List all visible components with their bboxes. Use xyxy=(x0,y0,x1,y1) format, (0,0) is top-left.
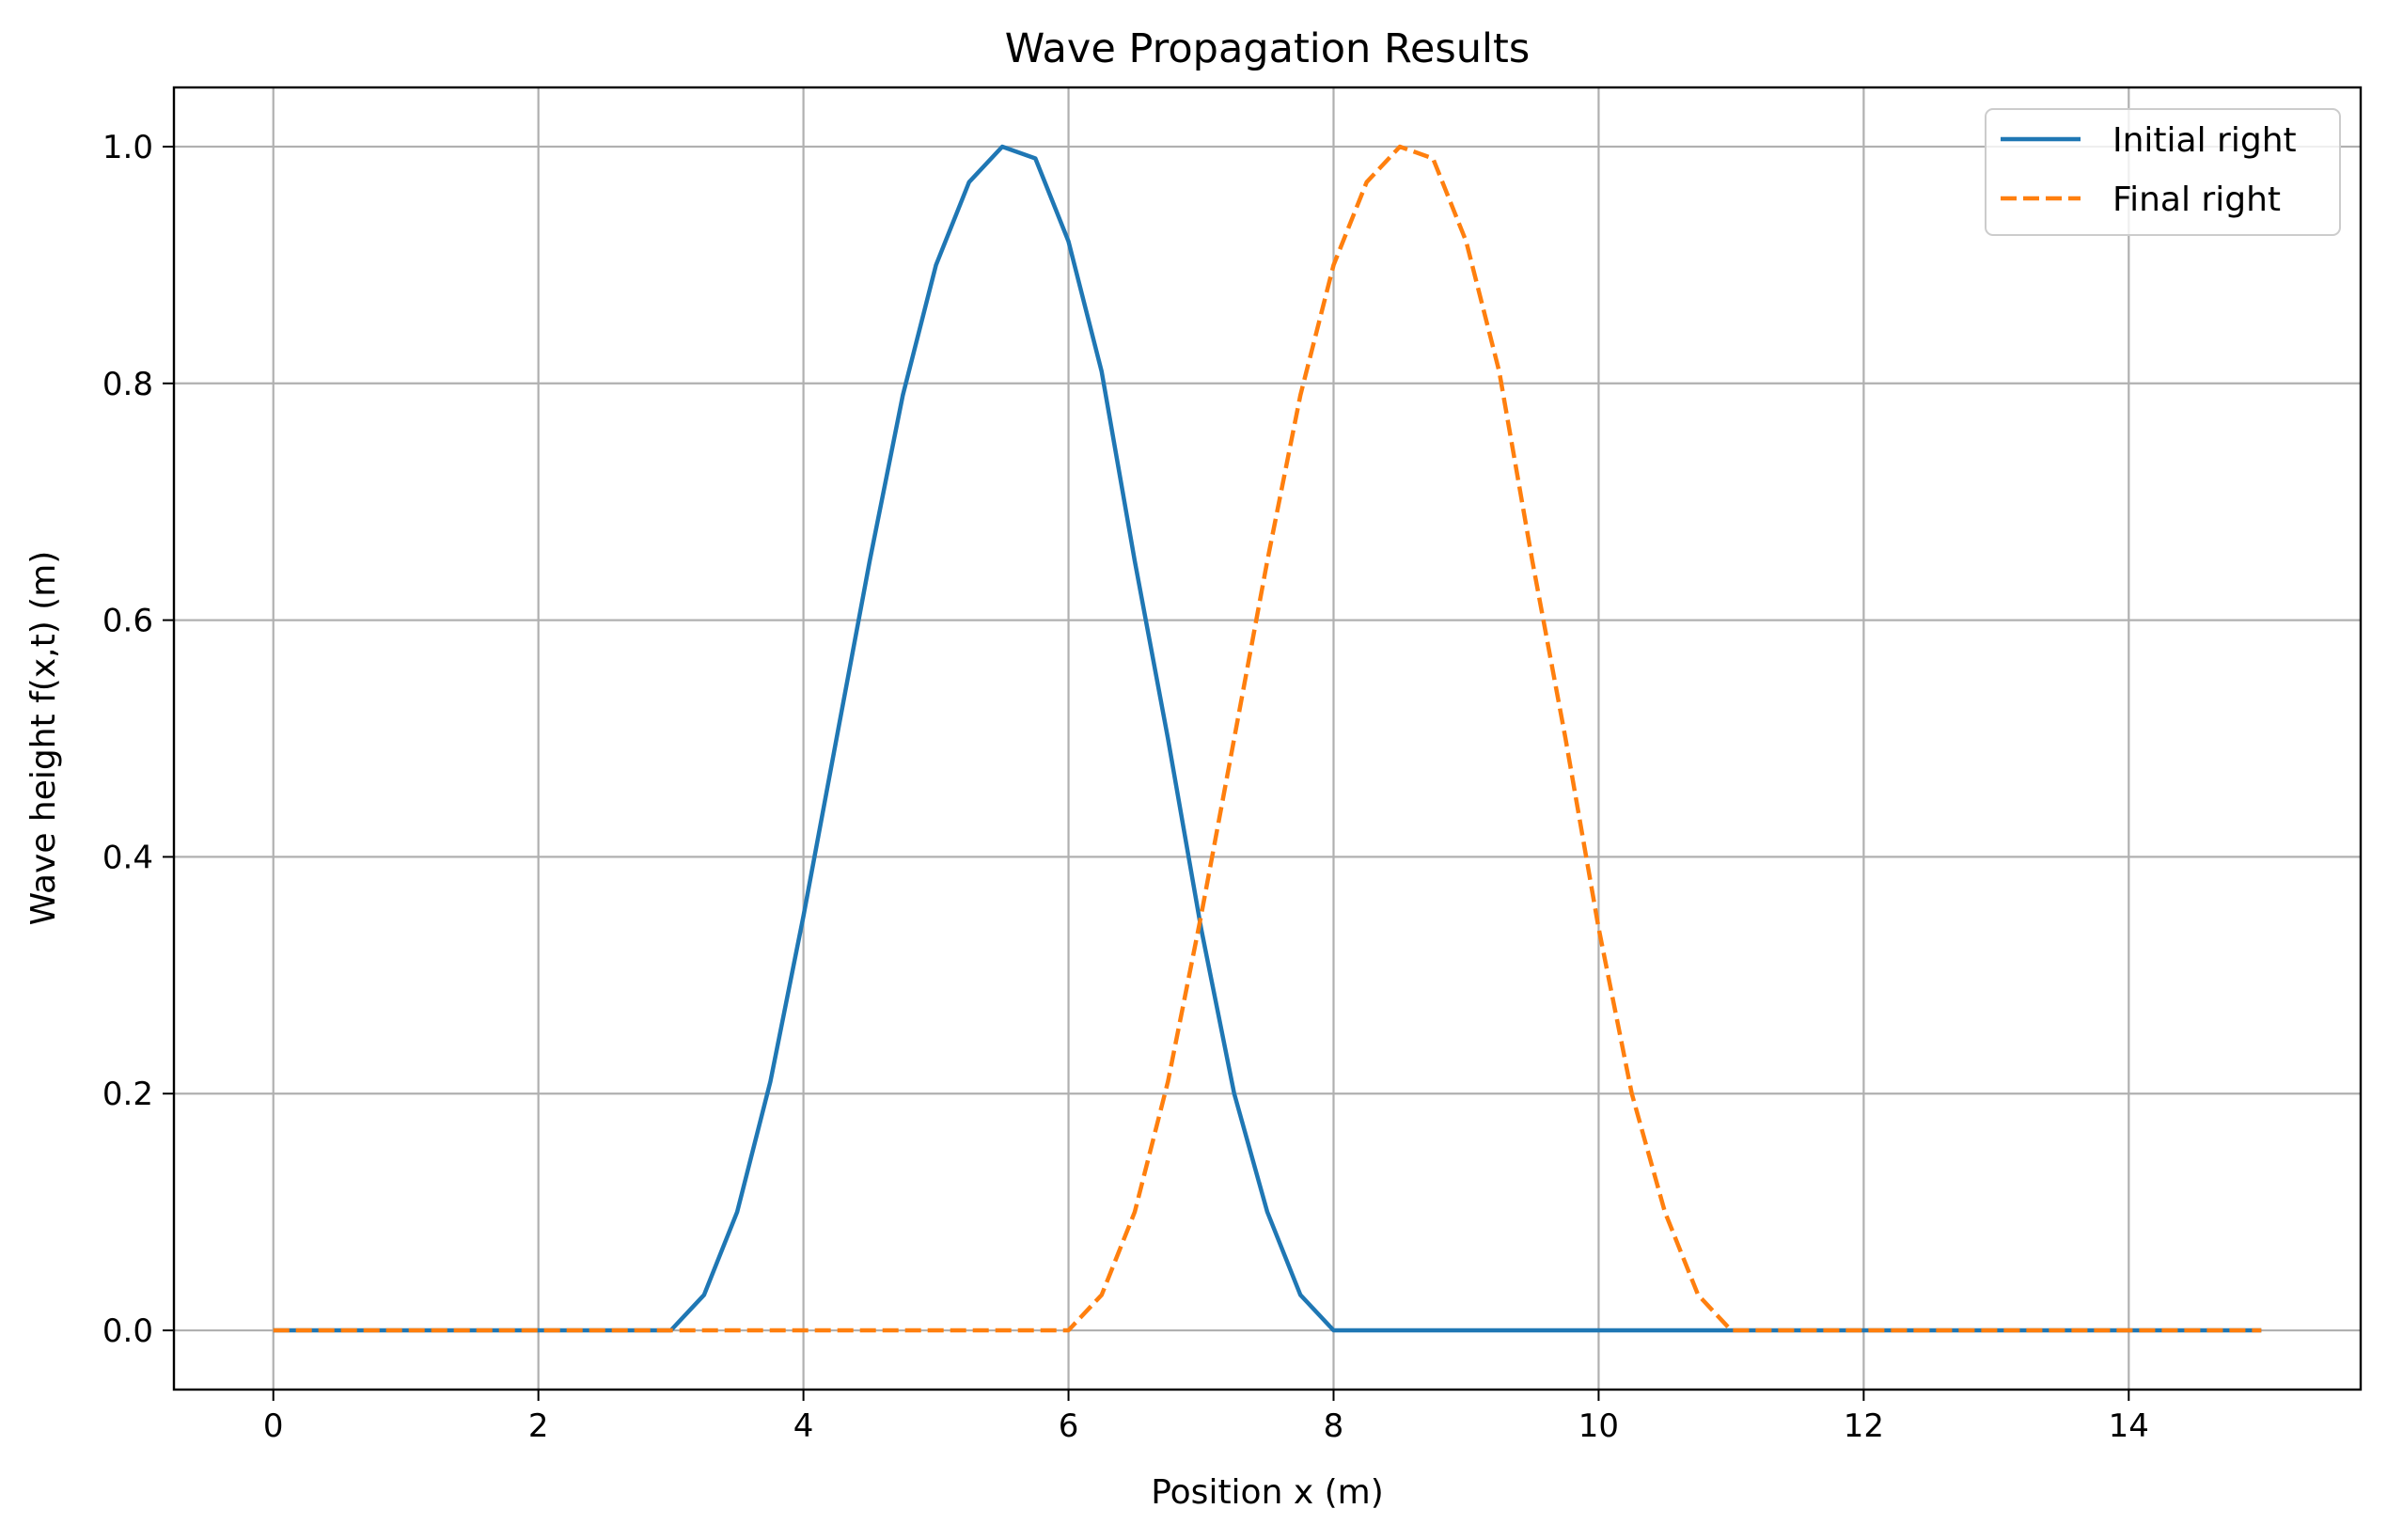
x-tick-label: 10 xyxy=(1578,1407,1619,1445)
y-tick-label: 1.0 xyxy=(102,129,153,166)
series-line-final-right xyxy=(273,144,2262,1333)
y-tick-label: 0.6 xyxy=(102,603,153,640)
legend-label-final-right: Final right xyxy=(2112,181,2281,219)
y-axis-ticks: 0.0 0.2 0.4 0.6 0.8 1.0 xyxy=(102,129,174,1350)
x-tick-label: 6 xyxy=(1059,1407,1079,1445)
x-tick-label: 2 xyxy=(528,1407,549,1445)
legend-label-initial-right: Initial right xyxy=(2112,121,2297,160)
series-line-initial-right xyxy=(273,144,2262,1333)
x-tick-label: 14 xyxy=(2109,1407,2149,1445)
x-axis-label: Position x (m) xyxy=(1151,1473,1384,1512)
x-tick-label: 12 xyxy=(1844,1407,1884,1445)
y-axis-label: Wave height f(x,t) (m) xyxy=(24,551,63,926)
y-tick-label: 0.4 xyxy=(102,839,153,876)
y-tick-label: 0.8 xyxy=(102,366,153,403)
y-tick-label: 0.0 xyxy=(102,1312,153,1350)
x-tick-label: 0 xyxy=(263,1407,284,1445)
x-axis-ticks: 0 2 4 6 8 10 12 14 xyxy=(263,1390,2149,1445)
y-tick-label: 0.2 xyxy=(102,1076,153,1113)
x-tick-label: 8 xyxy=(1324,1407,1344,1445)
x-tick-label: 4 xyxy=(793,1407,814,1445)
plot-series xyxy=(273,144,2262,1333)
legend: Initial right Final right xyxy=(1985,108,2341,236)
plot-frame xyxy=(172,86,2363,1391)
chart-title: Wave Propagation Results xyxy=(1005,25,1531,72)
